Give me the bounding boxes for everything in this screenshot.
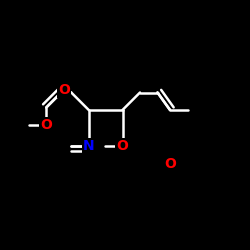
Text: N: N <box>83 139 94 153</box>
Text: O: O <box>116 139 128 153</box>
Text: O: O <box>40 118 52 132</box>
Text: O: O <box>164 157 176 171</box>
Text: O: O <box>58 83 70 97</box>
